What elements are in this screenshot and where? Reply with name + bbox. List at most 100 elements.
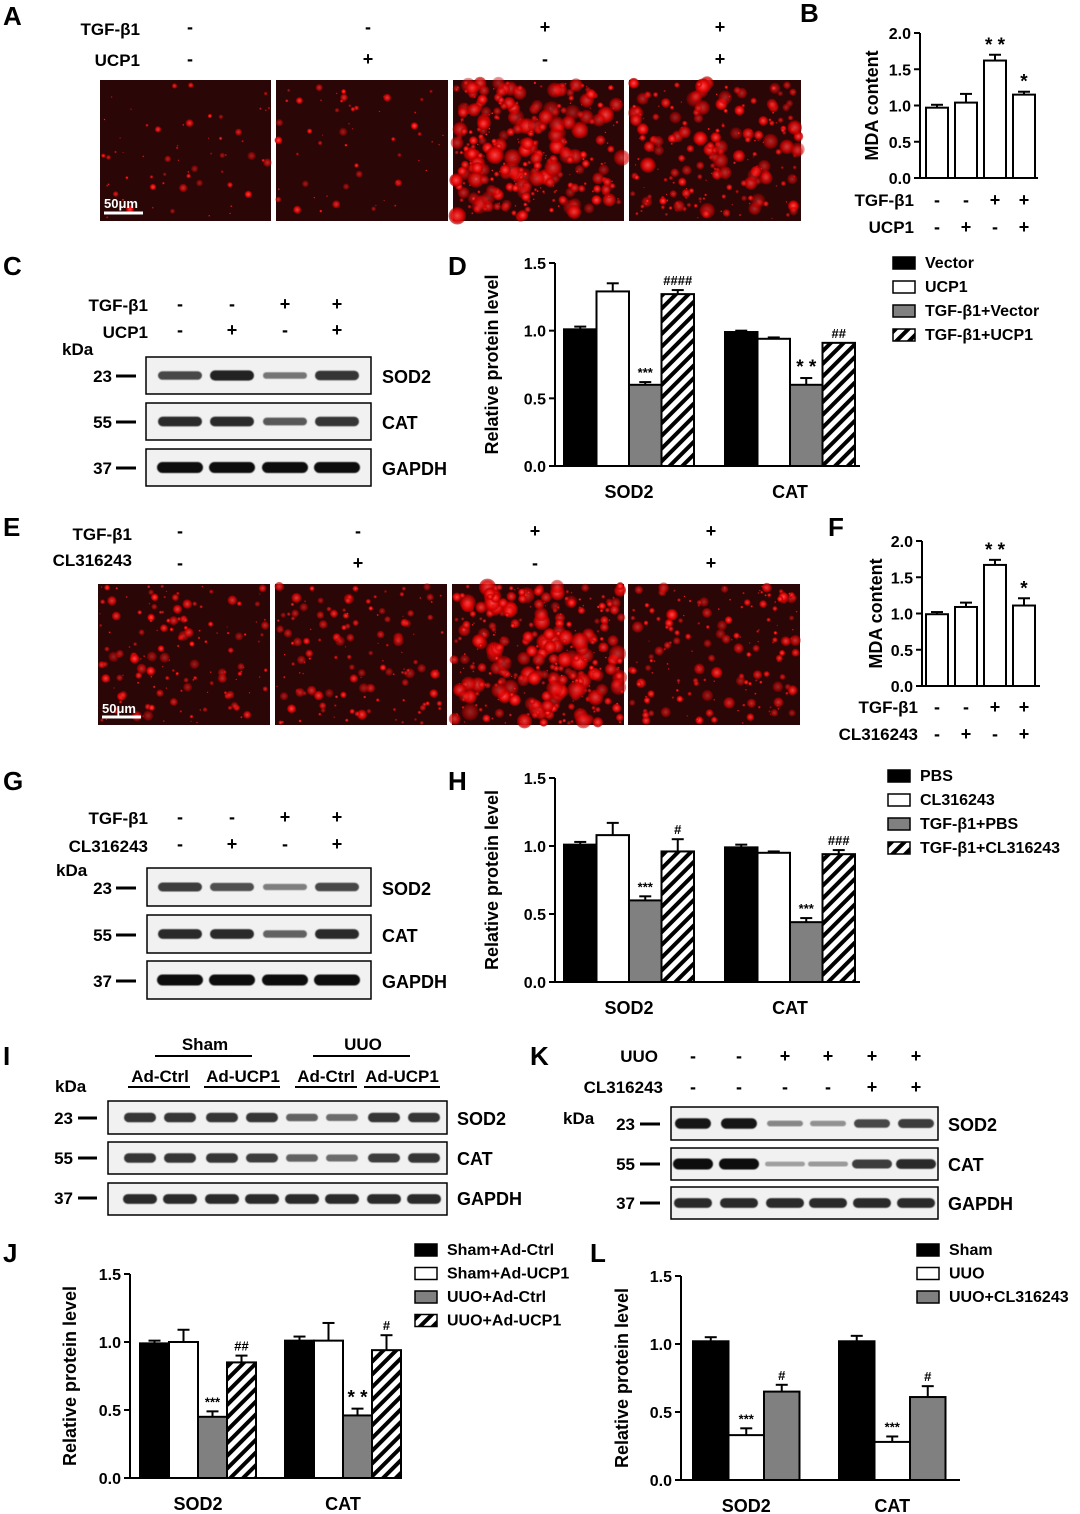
fluorescent-droplet — [658, 582, 669, 594]
fluorescent-droplet — [592, 113, 606, 127]
fluorescent-droplet — [518, 594, 527, 604]
band-label: SOD2 — [382, 367, 431, 387]
fluorescent-droplet — [566, 621, 572, 628]
fluorescent-droplet — [771, 217, 773, 220]
fluorescent-droplet — [534, 607, 549, 622]
fluorescent-droplet — [791, 628, 794, 631]
fluorescent-droplet — [397, 152, 402, 158]
blot-band — [210, 882, 254, 892]
treatment-sign: - — [934, 697, 940, 717]
fluorescent-droplet — [459, 594, 476, 611]
fluorescent-droplet — [475, 601, 487, 614]
blot-band — [852, 1159, 892, 1169]
fluorescent-droplet — [599, 636, 604, 641]
fluorescent-droplet — [669, 190, 677, 198]
fluorescent-droplet — [260, 621, 270, 630]
fluorescent-droplet — [219, 152, 226, 159]
fluorescent-droplet — [787, 685, 798, 696]
fluorescent-droplet — [185, 119, 194, 128]
legend-label: Sham+Ad-Ctrl — [447, 1242, 554, 1259]
fluorescent-droplet — [477, 117, 490, 130]
fluorescent-droplet — [192, 601, 198, 607]
category-label: SOD2 — [722, 1496, 771, 1514]
treatment-sign: - — [825, 1077, 831, 1097]
legend-swatch — [414, 1266, 438, 1281]
fluorescent-droplet — [384, 667, 394, 676]
blot-frame — [670, 1106, 939, 1141]
blot-band — [326, 1154, 358, 1162]
fluorescent-droplet — [291, 592, 302, 603]
fluorescent-droplet — [569, 672, 577, 680]
treatment-sign: + — [332, 834, 343, 854]
fluorescent-droplet — [788, 592, 791, 595]
fluorescent-droplet — [477, 190, 481, 194]
fluorescent-droplet — [656, 616, 661, 622]
fluorescent-droplet — [766, 617, 771, 622]
lane-label: Ad-Ctrl — [131, 1067, 189, 1086]
significance-mark: #### — [663, 273, 693, 288]
fluorescent-droplet — [648, 710, 655, 717]
fluorescent-droplet — [478, 643, 483, 648]
fluorescent-droplet — [669, 105, 675, 110]
fluorescent-droplet — [696, 718, 699, 721]
treatment-sign: + — [280, 294, 291, 314]
bar — [595, 290, 630, 468]
fluorescent-droplet — [629, 667, 638, 675]
fluorescent-droplet — [348, 104, 352, 108]
fluorescent-droplet — [772, 637, 778, 643]
fluorescent-droplet — [587, 688, 592, 693]
treatment-sign: - — [177, 294, 183, 314]
fluorescent-droplet — [783, 81, 791, 90]
fluorescent-droplet — [492, 76, 505, 90]
fluorescent-droplet — [785, 201, 788, 203]
blot-band — [263, 372, 307, 379]
fluorescent-droplet — [607, 195, 611, 198]
fluorescent-droplet — [319, 702, 327, 710]
fluorescent-droplet — [508, 585, 514, 591]
fluorescent-droplet — [499, 164, 511, 176]
fluorescent-droplet — [634, 164, 637, 166]
blot-band — [206, 1153, 238, 1163]
fluorescent-droplet — [275, 119, 284, 127]
fluorescent-droplet — [643, 697, 651, 704]
fluorescent-droplet — [137, 610, 142, 615]
treatment-sign: - — [934, 217, 940, 237]
fluorescent-droplet — [511, 184, 520, 192]
blot-band — [124, 1153, 156, 1163]
category-label: CAT — [772, 482, 808, 502]
fluorescent-droplet — [766, 98, 778, 110]
fluorescent-droplet — [701, 689, 714, 702]
blot-band — [766, 1198, 804, 1208]
fluorescent-droplet — [471, 623, 474, 626]
fluorescent-droplet — [439, 594, 442, 597]
treatment-sign: + — [867, 1046, 878, 1066]
fluorescent-droplet — [652, 113, 660, 121]
significance-mark: *** — [638, 365, 654, 380]
fluorescent-droplet — [749, 129, 752, 132]
fluorescent-droplet — [733, 86, 741, 94]
fluorescent-droplet — [756, 165, 758, 167]
treatment-sign: - — [934, 190, 940, 210]
fluorescent-droplet — [640, 157, 656, 173]
fluorescent-droplet — [543, 192, 545, 195]
fluorescent-droplet — [474, 703, 478, 707]
fluorescent-droplet — [708, 151, 719, 162]
fluorescent-droplet — [264, 109, 267, 112]
legend-swatch — [414, 1290, 438, 1304]
fluorescent-droplet — [183, 677, 189, 683]
fluorescent-droplet — [739, 636, 742, 638]
marker-label: 55 — [93, 926, 112, 945]
legend-swatch — [414, 1243, 438, 1257]
legend-label: UUO — [949, 1266, 985, 1283]
bar — [1012, 604, 1036, 688]
fluorescent-droplet — [474, 691, 480, 696]
fluorescent-droplet — [750, 193, 766, 208]
fluorescent-droplet — [533, 599, 545, 610]
fluorescent-droplet — [640, 204, 645, 209]
fluorescent-droplet — [493, 202, 502, 211]
bar — [692, 1340, 730, 1482]
fluorescent-droplet — [417, 131, 422, 137]
fluorescent-droplet — [705, 625, 710, 629]
y-tick-label: 0.5 — [99, 1403, 121, 1420]
fluorescent-droplet — [567, 681, 585, 699]
